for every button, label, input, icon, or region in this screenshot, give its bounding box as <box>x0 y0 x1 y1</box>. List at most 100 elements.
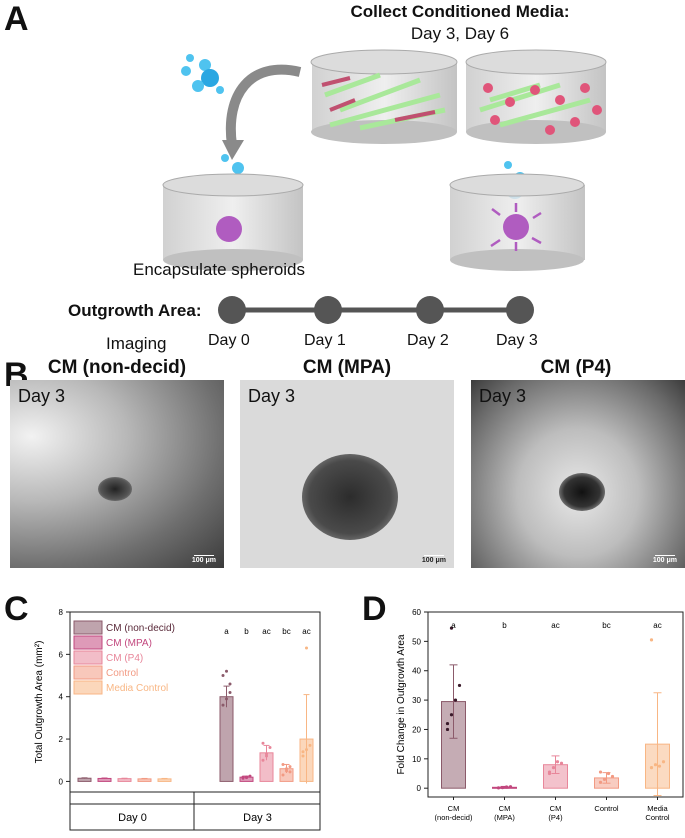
timeline-day-1: Day 1 <box>304 332 346 349</box>
collect-title: Collect Conditioned Media: <box>350 2 570 21</box>
x-tick-label: (MPA) <box>494 813 515 822</box>
chart-d: 0 10 20 30 40 50 60 Fold Change in Outgrowth Ar… <box>396 608 684 822</box>
timeline-node <box>314 296 342 324</box>
timeline <box>218 296 534 324</box>
data-point <box>547 770 552 774</box>
imaging-label: Imaging <box>106 334 167 353</box>
y-tick-label: 2 <box>59 735 64 744</box>
media-bubbles-icon <box>181 54 224 94</box>
data-point <box>598 770 603 774</box>
timeline-day-2: Day 2 <box>407 332 449 349</box>
significance-letter: bc <box>282 627 290 636</box>
data-point <box>288 770 292 774</box>
data-point <box>445 721 450 726</box>
significance-letter: ac <box>262 627 270 636</box>
x-tick-label: (P4) <box>548 813 563 822</box>
y-tick-label: 4 <box>59 693 64 702</box>
data-point <box>657 764 662 768</box>
data-point <box>649 638 654 642</box>
legend-label: CM (P4) <box>106 653 143 664</box>
x-tick-label: CM <box>448 804 460 813</box>
data-point <box>225 697 228 701</box>
data-point <box>265 752 268 756</box>
dish-spheroid-outgrowth <box>449 161 585 271</box>
legend-swatch <box>73 620 103 635</box>
data-point <box>281 762 285 766</box>
data-point <box>445 727 450 732</box>
significance-letter: a <box>224 627 229 636</box>
y-axis-label: Fold Change in Outgrowth Area <box>396 634 407 775</box>
data-point <box>457 683 462 688</box>
outgrowth-area-label: Outgrowth Area: <box>68 301 202 320</box>
collect-media-title: Collect Conditioned Media: Day 3, Day 6 <box>330 2 590 44</box>
legend-label: Control <box>106 668 138 679</box>
image-title-p4: CM (P4) <box>540 357 612 378</box>
x-tick-label: CM <box>499 804 511 813</box>
data-point <box>653 763 658 767</box>
significance-letter: ac <box>653 621 661 630</box>
micrograph-non-decid: Day 3 100 μm <box>10 380 224 568</box>
y-tick-label: 8 <box>59 608 64 617</box>
data-point <box>308 743 312 747</box>
spheroid <box>559 473 605 511</box>
group-label: Day 0 <box>118 812 147 824</box>
data-point <box>508 785 513 789</box>
legend-label: CM (MPA) <box>106 638 152 649</box>
x-tick-label: Control <box>594 804 619 813</box>
x-tick-label: (non-decid) <box>435 813 473 822</box>
data-point <box>281 773 285 777</box>
day-label: Day 3 <box>479 386 527 406</box>
x-tick-label: CM <box>550 804 562 813</box>
data-point <box>268 746 272 750</box>
y-tick-label: 0 <box>417 784 422 793</box>
data-point <box>305 646 308 650</box>
image-title-mpa: CM (MPA) <box>302 357 392 378</box>
data-point <box>245 776 248 780</box>
day-label: Day 3 <box>248 386 296 406</box>
data-point <box>225 669 228 673</box>
image-title-non-decid: CM (non-decid) <box>47 357 187 378</box>
timeline-node <box>218 296 246 324</box>
data-point <box>504 785 509 789</box>
schematic-illustration <box>162 49 607 271</box>
spheroid <box>302 454 398 540</box>
data-point <box>555 760 560 764</box>
dish-spheroid-encapsulated <box>162 154 304 271</box>
y-tick-label: 30 <box>412 696 421 705</box>
micrograph-mpa: Day 3 100 μm <box>240 380 454 568</box>
y-tick-label: 0 <box>59 777 64 786</box>
data-point <box>221 703 225 707</box>
significance-letter: b <box>244 627 249 636</box>
group-axis-box <box>69 791 321 831</box>
data-point <box>261 741 265 745</box>
scale-bar: 100 μm <box>421 557 446 564</box>
bar <box>97 777 112 782</box>
data-point <box>285 769 288 773</box>
data-point <box>449 713 454 717</box>
group-label: Day 3 <box>243 812 272 824</box>
y-tick-label: 50 <box>412 637 421 646</box>
y-tick-label: 10 <box>412 755 421 764</box>
y-axis-label: Total Outgrowth Area (mm²) <box>34 641 45 764</box>
scale-bar: 100 μm <box>191 557 216 564</box>
bar <box>219 696 234 782</box>
data-point <box>285 767 288 771</box>
transfer-arrow-icon <box>225 64 302 146</box>
data-point <box>228 690 232 694</box>
data-point <box>301 750 305 754</box>
legend-label: Media Control <box>106 683 168 694</box>
timeline-node <box>416 296 444 324</box>
day-label: Day 3 <box>18 386 66 406</box>
significance-letter: ac <box>551 621 559 630</box>
spheroid <box>98 477 132 501</box>
data-point <box>453 698 458 702</box>
data-point <box>661 760 666 764</box>
data-point <box>301 754 305 758</box>
encapsulate-label: Encapsulate spheroids <box>133 260 306 279</box>
data-point <box>610 774 615 779</box>
y-tick-label: 40 <box>412 667 421 676</box>
panel-a-letter: A <box>4 0 29 38</box>
data-point <box>288 765 292 769</box>
panel-d-letter: D <box>362 590 387 628</box>
micrograph-p4: Day 3 100 μm <box>471 380 685 568</box>
